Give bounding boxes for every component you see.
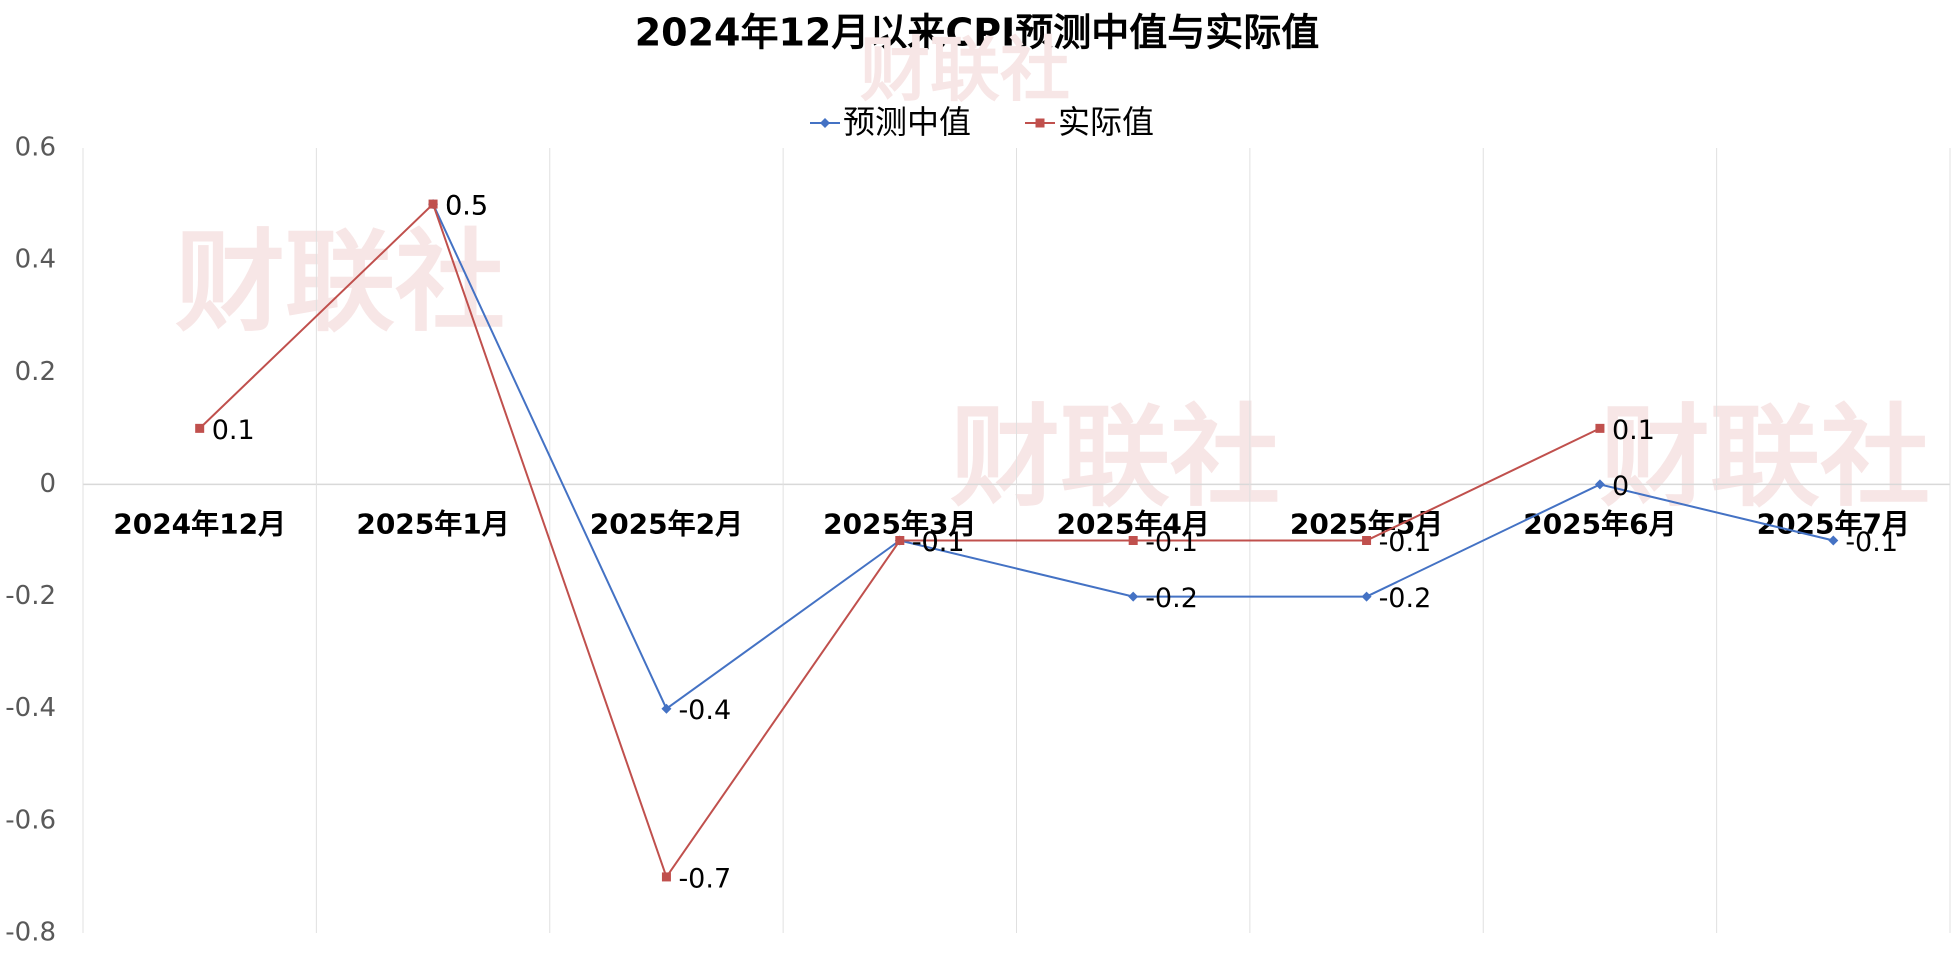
point [1594,479,1605,490]
point [661,703,672,714]
point [1128,591,1139,602]
x-tick-label: 2025年7月 [1757,507,1910,540]
data-label: 0.1 [1612,415,1655,446]
point [428,199,438,209]
data-label: -0.2 [1145,583,1198,614]
point [895,536,905,545]
legend-marker [820,118,830,128]
x-tick-label: 2025年2月 [590,507,743,540]
data-label: -0.4 [678,695,731,726]
data-label: -0.1 [1145,527,1198,558]
point [1828,535,1839,546]
data-label: 0 [1612,471,1629,502]
legend-label: 预测中值 [843,103,971,141]
y-tick-label: -0.6 [5,805,56,835]
x-tick-label: 2025年4月 [1056,507,1209,540]
x-tick-label: 2025年3月 [823,507,976,540]
y-tick-label: 0.4 [15,245,56,275]
watermark: 财联社 [950,393,1280,521]
data-label: -0.1 [1845,527,1898,558]
x-tick-label: 2024年12月 [113,507,286,540]
x-tick-label: 2025年6月 [1523,507,1676,540]
data-label: -0.1 [1379,527,1432,558]
point [1361,591,1372,602]
y-tick-label: -0.2 [5,581,56,611]
point [661,872,671,882]
point [195,423,205,433]
legend-marker [1035,118,1045,128]
y-tick-label: -0.4 [5,693,56,723]
chart-title: 2024年12月以来CPI预测中值与实际值 [635,11,1320,55]
legend-label: 实际值 [1058,103,1154,141]
point [1595,423,1605,433]
watermark: 财联社 [860,29,1070,111]
watermark: 财联社 [1600,393,1930,521]
data-label: -0.2 [1379,583,1432,614]
y-tick-label: 0.6 [15,133,56,163]
data-label: 0.1 [212,415,255,446]
y-tick-label: 0.2 [15,357,56,387]
point [1128,536,1138,545]
data-label: -0.1 [912,527,965,558]
x-tick-label: 2025年1月 [356,507,509,540]
y-tick-label: -0.8 [5,918,56,948]
watermark: 财联社 [175,218,505,346]
point [1362,536,1372,545]
x-tick-label: 2025年5月 [1290,507,1443,540]
data-label: -0.1 [912,527,965,558]
data-label: 0.5 [445,191,488,222]
data-label: -0.7 [678,863,731,894]
y-tick-label: 0 [39,469,56,499]
data-label: 0.5 [445,191,488,222]
